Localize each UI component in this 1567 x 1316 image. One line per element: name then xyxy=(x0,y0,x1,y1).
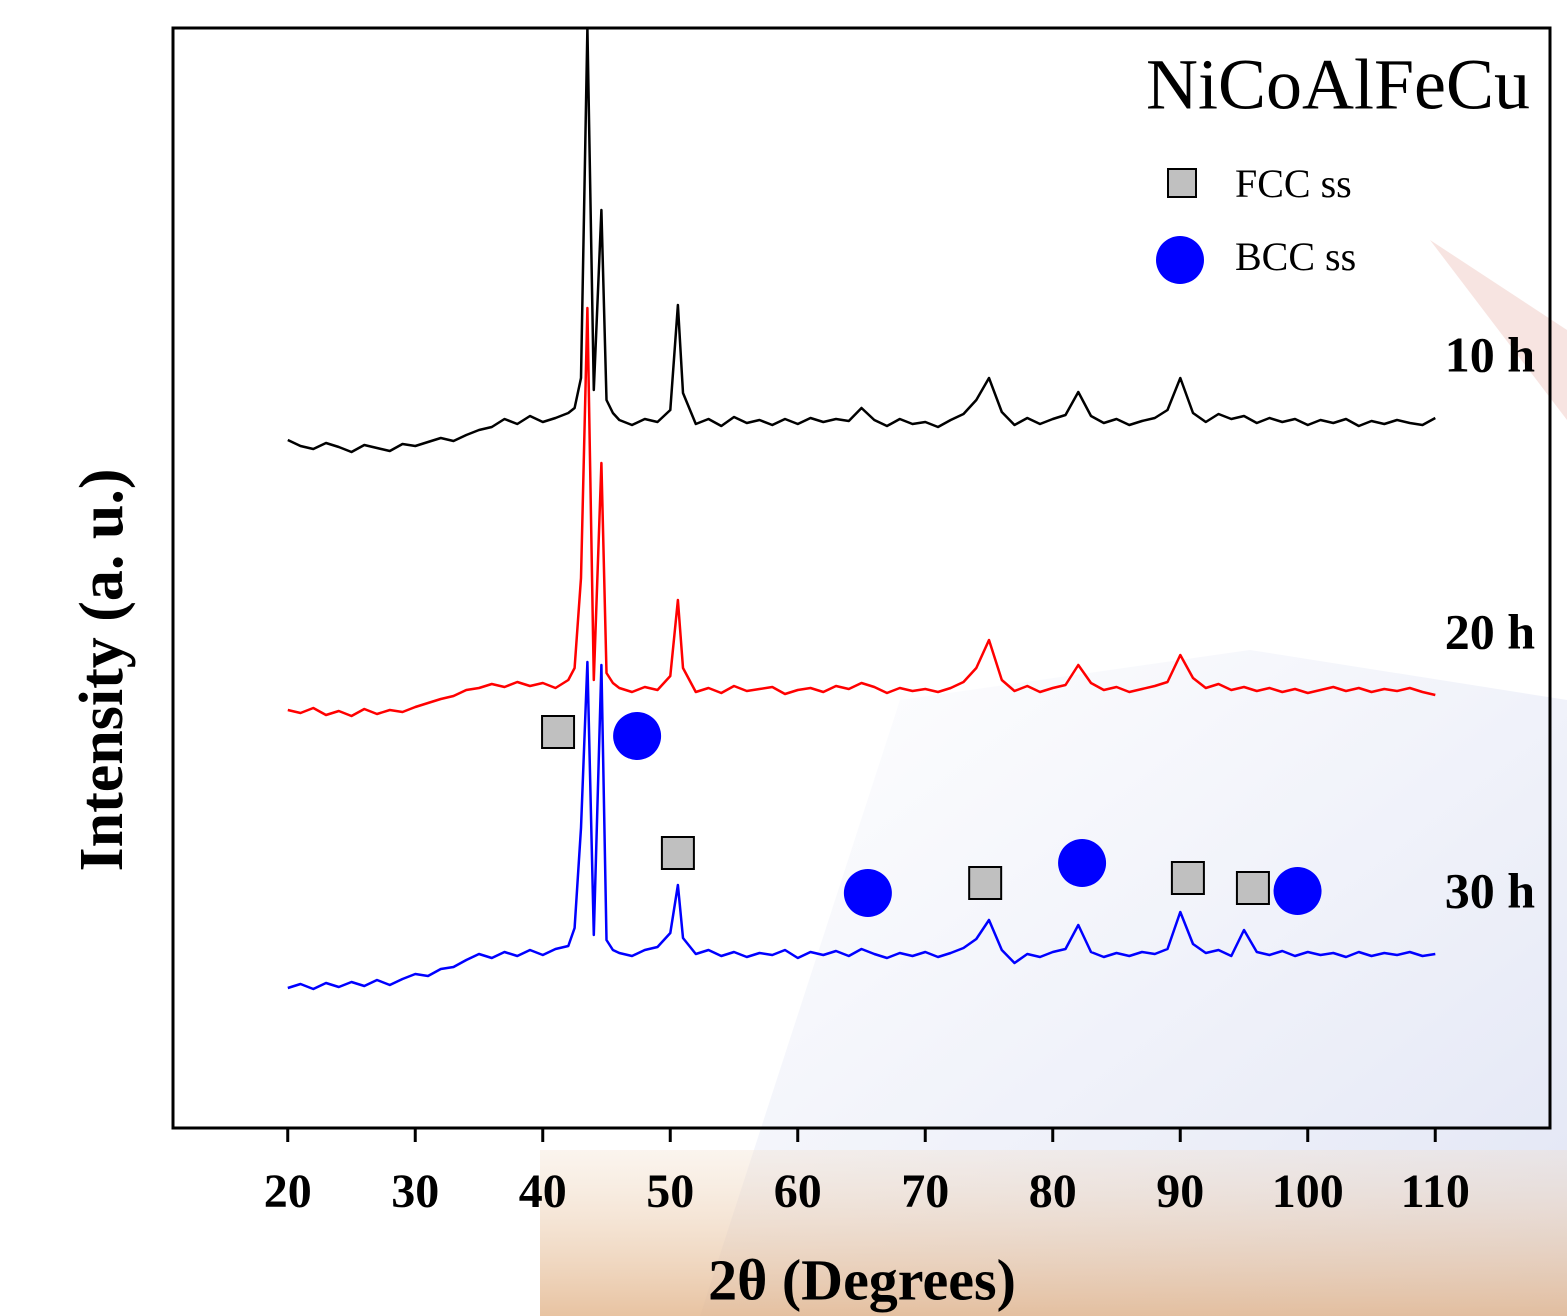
legend-circle xyxy=(1156,236,1204,284)
legend: FCC ss BCC ss xyxy=(1156,161,1356,284)
bcc-marker xyxy=(843,869,892,917)
x-tick-label: 50 xyxy=(646,1165,694,1218)
x-tick-label: 30 xyxy=(391,1165,439,1218)
fcc-marker xyxy=(968,866,1003,900)
series-line xyxy=(287,26,1436,454)
series-line xyxy=(287,306,1436,718)
fcc-marker xyxy=(1235,871,1270,905)
bcc-marker xyxy=(1058,839,1107,887)
series-line xyxy=(287,660,1436,991)
x-tick-label: 100 xyxy=(1272,1165,1344,1218)
series-label: 30 h xyxy=(1445,862,1536,918)
fcc-marker xyxy=(541,715,576,749)
x-tick-label: 20 xyxy=(264,1165,312,1218)
x-tick-label: 90 xyxy=(1156,1165,1204,1218)
legend-label: FCC ss xyxy=(1235,161,1352,206)
bcc-marker xyxy=(1273,867,1322,915)
legend-label: BCC ss xyxy=(1235,234,1356,279)
fcc-marker xyxy=(660,836,695,870)
x-tick-label: 80 xyxy=(1029,1165,1077,1218)
chart-title: NiCoAlFeCu xyxy=(1146,45,1530,125)
background-watermark xyxy=(540,240,1567,1316)
legend-square xyxy=(1167,168,1197,198)
bcc-marker xyxy=(613,712,662,760)
x-tick-label: 60 xyxy=(774,1165,822,1218)
series-label: 20 h xyxy=(1445,603,1536,659)
plot-frame xyxy=(171,26,1552,1130)
x-tick-label: 40 xyxy=(519,1165,567,1218)
x-tick-label: 70 xyxy=(901,1165,949,1218)
x-axis-label: 2θ (Degrees) xyxy=(708,1247,1016,1312)
series-label: 10 h xyxy=(1445,326,1536,382)
y-axis-label: Intensity (a. u.) xyxy=(68,468,136,871)
fcc-marker xyxy=(1170,861,1205,895)
x-tick-label: 110 xyxy=(1401,1165,1470,1218)
